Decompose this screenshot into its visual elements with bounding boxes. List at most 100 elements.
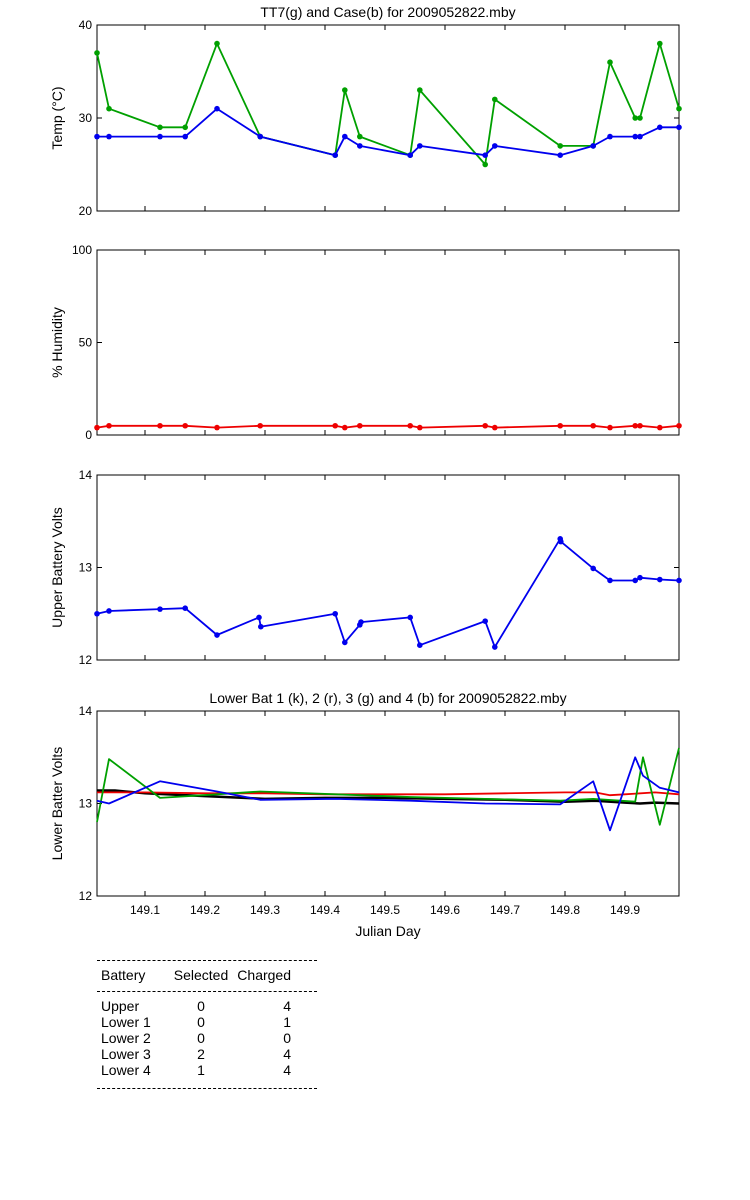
data-point [557,152,563,158]
data-point [182,133,188,140]
data-point [492,424,498,431]
table-row: Upper 0 4 [97,998,317,1014]
data-point [106,608,112,614]
series-line [96,424,680,429]
row-selected: 0 [197,1030,205,1046]
y-axis-label: % Humidity [49,307,65,378]
row-charged: 0 [283,1030,291,1046]
table-top-rule [97,960,317,961]
data-point [657,576,663,583]
data-point [482,161,489,168]
x-tick-label: 149.5 [370,903,400,917]
y-tick-label: 20 [79,204,93,218]
data-point [637,133,643,140]
row-battery: Lower 1 [101,1014,151,1030]
data-point [94,424,100,431]
data-point [342,639,348,646]
x-axis-label: Julian Day [355,923,420,939]
data-point [607,59,613,65]
data-point [417,424,423,431]
row-selected: 0 [197,998,205,1014]
data-point [157,133,163,140]
series-line [96,537,680,648]
table-row: Lower 3 2 4 [97,1046,317,1062]
data-point [676,422,682,429]
x-tick-label: 149.7 [490,903,520,917]
data-point [657,424,663,431]
row-battery: Lower 3 [101,1046,151,1062]
data-point [357,422,363,429]
data-point [676,577,682,584]
data-point [407,614,414,621]
chart-panel-1: 20 30 40 TT7(g) and Case(b) for 2009052822.… [49,4,682,218]
data-point [607,577,613,584]
data-point [657,124,663,131]
y-tick-label: 0 [85,428,92,442]
series-line [97,107,679,157]
data-point [557,422,563,429]
plot-frame [96,249,680,436]
data-point [358,619,364,625]
x-tick-label: 149.9 [610,903,640,917]
data-point [632,133,638,140]
data-point [332,422,339,429]
data-point [106,105,112,112]
data-point [607,424,613,431]
x-tick-label: 149.1 [130,903,160,917]
chart-title: TT7(g) and Case(b) for 2009052822.mby [260,4,515,20]
series-line [96,756,680,832]
data-point [106,422,112,429]
header-selected: Selected [173,967,229,983]
table-row: Lower 1 0 1 [97,1014,317,1030]
data-point [557,143,563,149]
data-point [632,577,638,584]
data-point [482,152,489,158]
x-tick-label: 149.8 [550,903,580,917]
data-point [632,422,638,429]
row-battery: Lower 2 [101,1030,151,1046]
figure: 20 30 40 TT7(g) and Case(b) for 2009052822.… [49,4,682,939]
header-charged: Charged [237,967,291,983]
chart-title: Lower Bat 1 (k), 2 (r), 3 (g) and 4 (b) … [209,690,566,706]
y-tick-label: 100 [72,243,92,257]
y-tick-label: 30 [79,111,93,125]
data-point [182,422,188,429]
data-point [417,143,423,149]
data-point [590,143,596,149]
data-point [94,610,100,617]
series-line [96,747,680,826]
data-point [342,133,348,140]
data-point [632,115,638,121]
y-tick-label: 40 [79,18,93,32]
data-point [357,133,363,140]
data-point [607,133,613,140]
data-point [417,642,423,648]
data-point [492,96,498,103]
data-point [637,422,643,429]
row-battery: Lower 4 [101,1062,151,1078]
row-battery: Upper [101,998,140,1014]
data-point [332,152,339,158]
y-tick-label: 14 [79,704,93,718]
table-body: Upper 0 4 Lower 1 0 1 Lower 2 0 0 Lower … [97,992,317,1088]
chart-panel-2: 0 50 100 % Humidity [49,243,682,442]
data-point [332,610,339,617]
y-axis-label: Temp (°C) [49,86,65,149]
data-point [637,574,643,581]
chart-panel-4: 12 13 14 149.1 149.2 149.3 149.4 149.5 149.6 149.… [49,690,680,939]
row-selected: 0 [197,1014,205,1030]
data-point [342,424,348,431]
data-point [657,40,663,47]
data-point [342,87,348,93]
table-header-rule [97,991,317,992]
header-battery: Battery [101,967,146,983]
data-point [94,50,100,56]
x-tick-label: 149.3 [250,903,280,917]
data-point [257,422,264,429]
data-point [157,124,163,131]
y-tick-label: 12 [79,653,93,667]
data-point [407,152,414,158]
data-point [182,605,188,611]
series-line [96,42,680,166]
data-point [106,133,112,140]
